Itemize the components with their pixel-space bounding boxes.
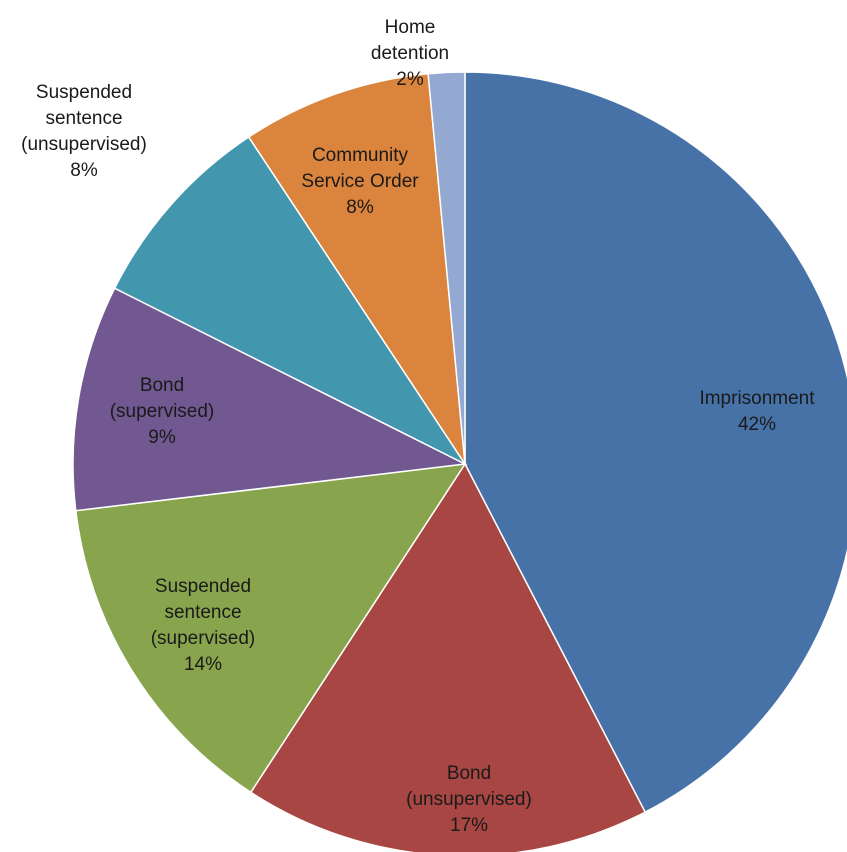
slice-name-line-3-2: sentence <box>164 602 241 623</box>
slice-name-line-4-1: Bond <box>140 375 184 396</box>
pie-slice-5 <box>113 136 468 466</box>
pie-slice-4 <box>72 287 468 512</box>
slice-name-line-2-2: (unsupervised) <box>406 789 532 810</box>
slice-label-4: Bond (supervised) 9% <box>110 375 215 448</box>
slice-name-line-7-2: detention <box>371 43 449 64</box>
slice-name-line-5-2: sentence <box>45 108 122 129</box>
slice-name-line-4-2: (supervised) <box>110 401 215 422</box>
slice-name-line-5-1: Suspended <box>36 82 132 103</box>
slice-label-3: Suspended sentence (supervised) 14% <box>151 576 256 675</box>
pie-slice-2 <box>249 462 647 852</box>
slice-percent-6: 8% <box>346 197 374 218</box>
slice-percent-7: 2% <box>396 69 424 90</box>
pie-slice-3 <box>74 463 467 794</box>
slice-label-2: Bond (unsupervised) 17% <box>406 763 532 836</box>
slice-name-line-1-1: Imprisonment <box>699 388 815 409</box>
slice-name-line-6-2: Service Order <box>301 171 419 192</box>
slice-percent-5: 8% <box>70 160 98 181</box>
slice-name-line-3-3: (supervised) <box>151 628 256 649</box>
slice-label-5: Suspended sentence (unsupervised) 8% <box>21 82 147 181</box>
slice-name-line-2-1: Bond <box>447 763 491 784</box>
slice-name-line-6-1: Community <box>312 145 409 166</box>
slice-percent-1: 42% <box>738 414 776 435</box>
slice-name-line-7-1: Home <box>385 17 436 38</box>
pie-slice-1 <box>464 71 847 814</box>
slice-label-7: Home detention 2% <box>371 17 449 90</box>
pie-slices <box>72 71 847 852</box>
slice-name-line-5-3: (unsupervised) <box>21 134 147 155</box>
slice-name-line-3-1: Suspended <box>155 576 251 597</box>
slice-percent-2: 17% <box>450 815 488 836</box>
slice-percent-4: 9% <box>148 427 176 448</box>
pie-slice-6 <box>247 72 466 465</box>
pie-slice-7 <box>427 71 466 465</box>
slice-label-1: Imprisonment 42% <box>699 388 815 435</box>
slice-label-6: Community Service Order 8% <box>301 145 419 218</box>
pie-labels: Imprisonment 42% Bond (unsupervised) 17% Susp… <box>21 17 815 836</box>
slice-percent-3: 14% <box>184 654 222 675</box>
